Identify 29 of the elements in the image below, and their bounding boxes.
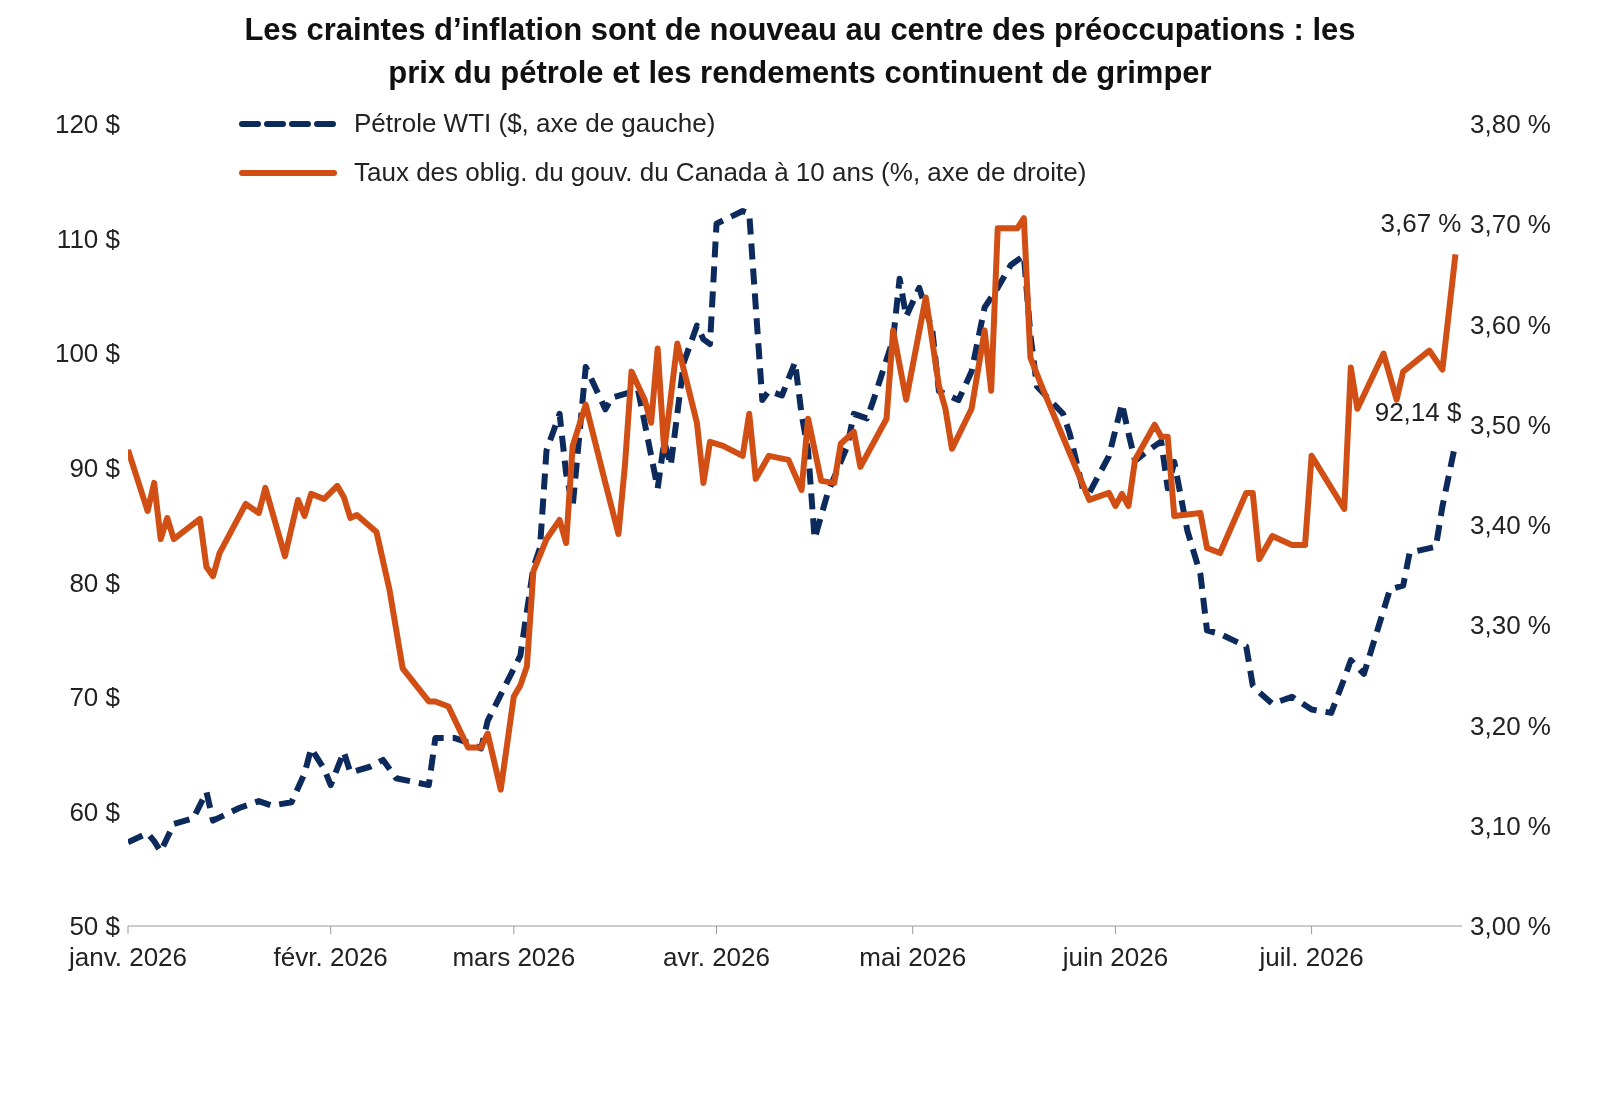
legend-label: Taux des oblig. du gouv. du Canada à 10 ans (%, axe de droite) xyxy=(354,157,1087,188)
x-tick-label: mai 2026 xyxy=(859,942,967,973)
x-tick-label: janv. 2026 xyxy=(67,942,188,973)
y2-tick-label: 3,40 % xyxy=(1470,510,1551,541)
y2-tick-label: 3,80 % xyxy=(1470,109,1551,140)
y-tick-label: 80 $ xyxy=(69,567,121,598)
x-tick-label: juin 2026 xyxy=(1061,942,1169,973)
x-tick-label: avr. 2026 xyxy=(663,942,771,973)
chart-title: Les craintes d’inflation sont de nouveau au centre des préoccupations : les prix du pétrole et les rendements continuent de grimper xyxy=(243,11,1357,92)
y-tick-label: 120 $ xyxy=(54,109,121,140)
x-tick-label: févr. 2026 xyxy=(273,942,388,973)
y2-tick-label: 3,70 % xyxy=(1470,209,1551,240)
y-tick-label: 50 $ xyxy=(69,911,121,942)
y2-tick-label: 3,20 % xyxy=(1470,710,1551,741)
y-tick-label: 60 $ xyxy=(69,796,121,827)
y2-tick-label: 3,50 % xyxy=(1470,409,1551,440)
y2-tick-label: 3,60 % xyxy=(1470,309,1551,340)
x-tick-label: mars 2026 xyxy=(452,942,576,973)
y2-tick-label: 3,30 % xyxy=(1470,610,1551,641)
y2-tick-label: 3,00 % xyxy=(1470,911,1551,942)
y-tick-label: 70 $ xyxy=(69,682,121,713)
data-label: 92,14 $ xyxy=(1374,397,1462,428)
data-label: 3,67 % xyxy=(1380,208,1462,239)
y-tick-label: 90 $ xyxy=(69,452,121,483)
y-tick-label: 110 $ xyxy=(56,223,121,254)
x-tick-label: juil. 2026 xyxy=(1258,942,1364,973)
y-tick-label: 100 $ xyxy=(54,338,121,369)
legend-label: Pétrole WTI ($, axe de gauche) xyxy=(354,108,716,139)
y2-tick-label: 3,10 % xyxy=(1470,810,1551,841)
